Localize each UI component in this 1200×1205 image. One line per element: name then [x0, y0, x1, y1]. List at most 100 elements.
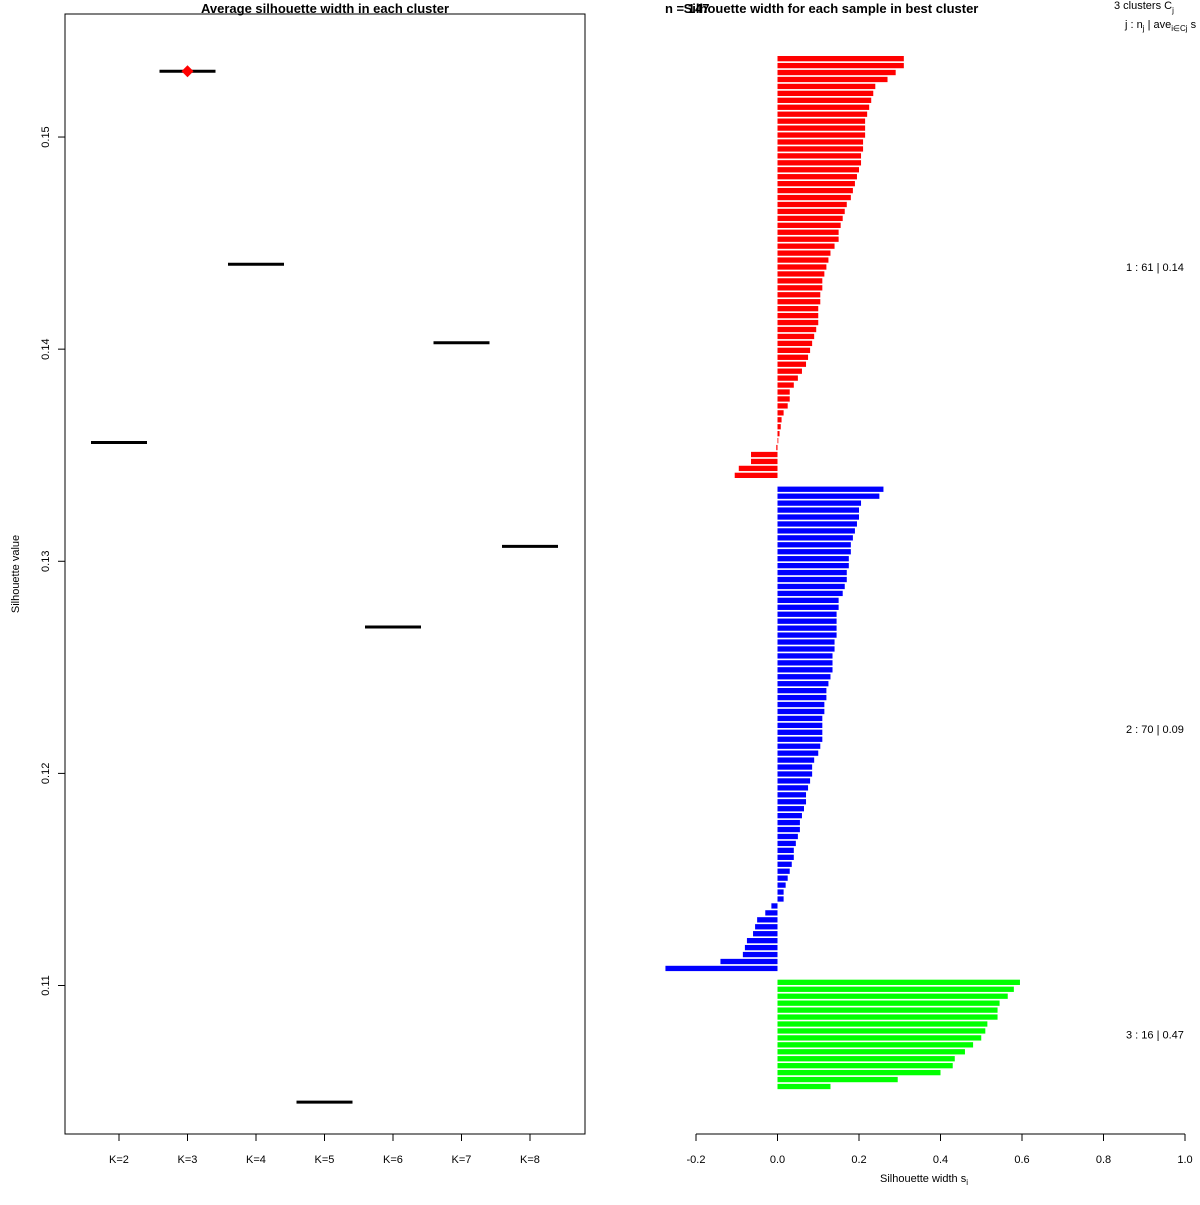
legend-header-line2-a-sub: j [1142, 24, 1145, 33]
left-x-tick-label: K=5 [315, 1154, 335, 1166]
right-n-label: n = 147 [665, 1, 709, 16]
right-x-tick-label: 0.8 [1096, 1154, 1111, 1166]
silhouette-bar-cluster-3 [777, 1007, 998, 1013]
silhouette-bar-cluster-1 [777, 69, 896, 76]
cluster-label-3: 3 : 16 | 0.47 [1126, 1029, 1184, 1041]
silhouette-bar-cluster-2 [777, 833, 798, 840]
silhouette-bar-cluster-2 [777, 785, 809, 791]
silhouette-bar-cluster-2 [777, 778, 811, 784]
silhouette-bar-cluster-2 [777, 646, 835, 652]
silhouette-bar-cluster-2 [777, 757, 815, 763]
silhouette-bar-cluster-1 [776, 444, 778, 451]
legend-header-line2: j : nj | avei∈Cj s [1124, 19, 1197, 33]
silhouette-bar-cluster-3 [777, 986, 1014, 992]
silhouette-bar-cluster-1 [777, 354, 809, 360]
legend-header-line1: 3 clusters Cj [1114, 0, 1174, 15]
left-panel-avg-silhouette: Average silhouette width in each cluster… [10, 1, 586, 1166]
silhouette-bar-cluster-2 [757, 917, 778, 923]
right-x-tick-label: 0.4 [933, 1154, 948, 1166]
silhouette-bar-cluster-1 [777, 403, 788, 409]
right-x-tick-label: 0.6 [1014, 1154, 1029, 1166]
silhouette-bar-cluster-2 [777, 535, 853, 541]
silhouette-bar-cluster-1 [777, 340, 813, 347]
silhouette-bar-cluster-1 [777, 368, 802, 374]
left-x-tick-label: K=8 [520, 1154, 540, 1166]
silhouette-bar-cluster-2 [777, 743, 821, 749]
silhouette-bar-cluster-3 [777, 1076, 898, 1083]
silhouette-bar-cluster-2 [777, 840, 796, 847]
silhouette-bar-cluster-2 [777, 736, 823, 742]
silhouette-bar-cluster-3 [777, 1063, 953, 1069]
left-y-tick-label: 0.15 [40, 126, 52, 147]
right-x-axis-label-sub: i [966, 1178, 968, 1187]
left-x-tick-label: K=7 [452, 1154, 472, 1166]
silhouette-bar-cluster-2 [777, 896, 784, 902]
silhouette-bar-cluster-2 [777, 604, 839, 610]
silhouette-bar-cluster-1 [777, 326, 817, 333]
silhouette-bar-cluster-1 [777, 125, 866, 131]
silhouette-bar-cluster-2 [777, 500, 862, 506]
silhouette-bar-cluster-1 [777, 104, 870, 110]
silhouette-bar-cluster-1 [777, 229, 839, 235]
silhouette-bar-cluster-1 [777, 333, 815, 340]
silhouette-bar-cluster-1 [777, 396, 790, 402]
right-panel-silhouette-plot: n = 147 Silhouette width for each sample… [665, 0, 1197, 1187]
silhouette-bar-cluster-2 [720, 958, 778, 965]
silhouette-bar-cluster-2 [753, 931, 778, 937]
silhouette-bar-cluster-2 [777, 889, 784, 895]
right-bars [665, 56, 1020, 1090]
left-y-axis: 0.11 0.12 0.13 0.14 0.15 [40, 126, 66, 996]
left-x-axis: K=2 K=3 K=4 K=5 K=6 K=7 K=8 [109, 1133, 540, 1166]
silhouette-bar-cluster-3 [777, 979, 1020, 985]
left-x-tick-label: K=6 [383, 1154, 403, 1166]
silhouette-bar-cluster-1 [777, 139, 864, 145]
silhouette-bar-cluster-2 [777, 493, 880, 499]
silhouette-bar-cluster-2 [746, 938, 778, 944]
legend-header-line2-b: | ave [1145, 19, 1172, 31]
silhouette-bar-cluster-2 [777, 681, 829, 687]
legend-header-line2-a: j : n [1124, 19, 1143, 31]
silhouette-bar-cluster-1 [777, 194, 851, 201]
silhouette-bar-cluster-3 [777, 1014, 998, 1020]
silhouette-bar-cluster-2 [777, 611, 837, 617]
silhouette-bar-cluster-1 [777, 76, 888, 83]
silhouette-bar-cluster-2 [777, 625, 837, 631]
silhouette-bar-cluster-2 [777, 799, 807, 805]
silhouette-bar-cluster-1 [777, 417, 782, 423]
silhouette-bar-cluster-2 [777, 722, 823, 729]
silhouette-bar-cluster-3 [777, 1042, 974, 1048]
silhouette-bar-cluster-1 [777, 292, 821, 298]
silhouette-bar-cluster-2 [777, 729, 823, 735]
silhouette-bar-cluster-1 [738, 465, 778, 472]
silhouette-bar-cluster-2 [777, 674, 831, 680]
silhouette-bar-cluster-1 [777, 90, 874, 97]
silhouette-bar-cluster-1 [777, 347, 811, 353]
silhouette-bar-cluster-2 [777, 562, 849, 569]
silhouette-bar-cluster-1 [777, 410, 784, 416]
legend-header-line1-sub: j [1171, 6, 1174, 15]
silhouette-bar-cluster-1 [777, 208, 845, 215]
silhouette-bar-cluster-2 [777, 819, 800, 826]
silhouette-bar-cluster-1 [734, 472, 778, 478]
left-y-tick-label: 0.11 [40, 975, 52, 996]
silhouette-bar-cluster-2 [777, 549, 851, 555]
silhouette-bar-cluster-2 [771, 903, 778, 909]
left-plot-frame [64, 13, 586, 1135]
silhouette-bar-cluster-1 [777, 146, 864, 152]
silhouette-bar-cluster-1 [777, 424, 781, 430]
silhouette-bar-cluster-1 [777, 111, 868, 117]
silhouette-bar-cluster-3 [777, 993, 1008, 999]
silhouette-bar-cluster-1 [777, 174, 857, 180]
silhouette-bar-cluster-1 [777, 97, 872, 103]
silhouette-bar-cluster-2 [777, 868, 790, 874]
silhouette-bar-cluster-1 [777, 278, 823, 284]
left-y-axis-label: Silhouette value [10, 535, 22, 613]
right-x-tick-label: 0.2 [851, 1154, 866, 1166]
silhouette-bar-cluster-2 [777, 583, 845, 590]
silhouette-bar-cluster-2 [777, 687, 827, 694]
legend-header-line2-b-sub: i∈Cj [1171, 24, 1188, 33]
silhouette-bar-cluster-1 [777, 319, 819, 326]
silhouette-bar-cluster-1 [777, 431, 780, 437]
silhouette-bar-cluster-1 [777, 181, 855, 187]
